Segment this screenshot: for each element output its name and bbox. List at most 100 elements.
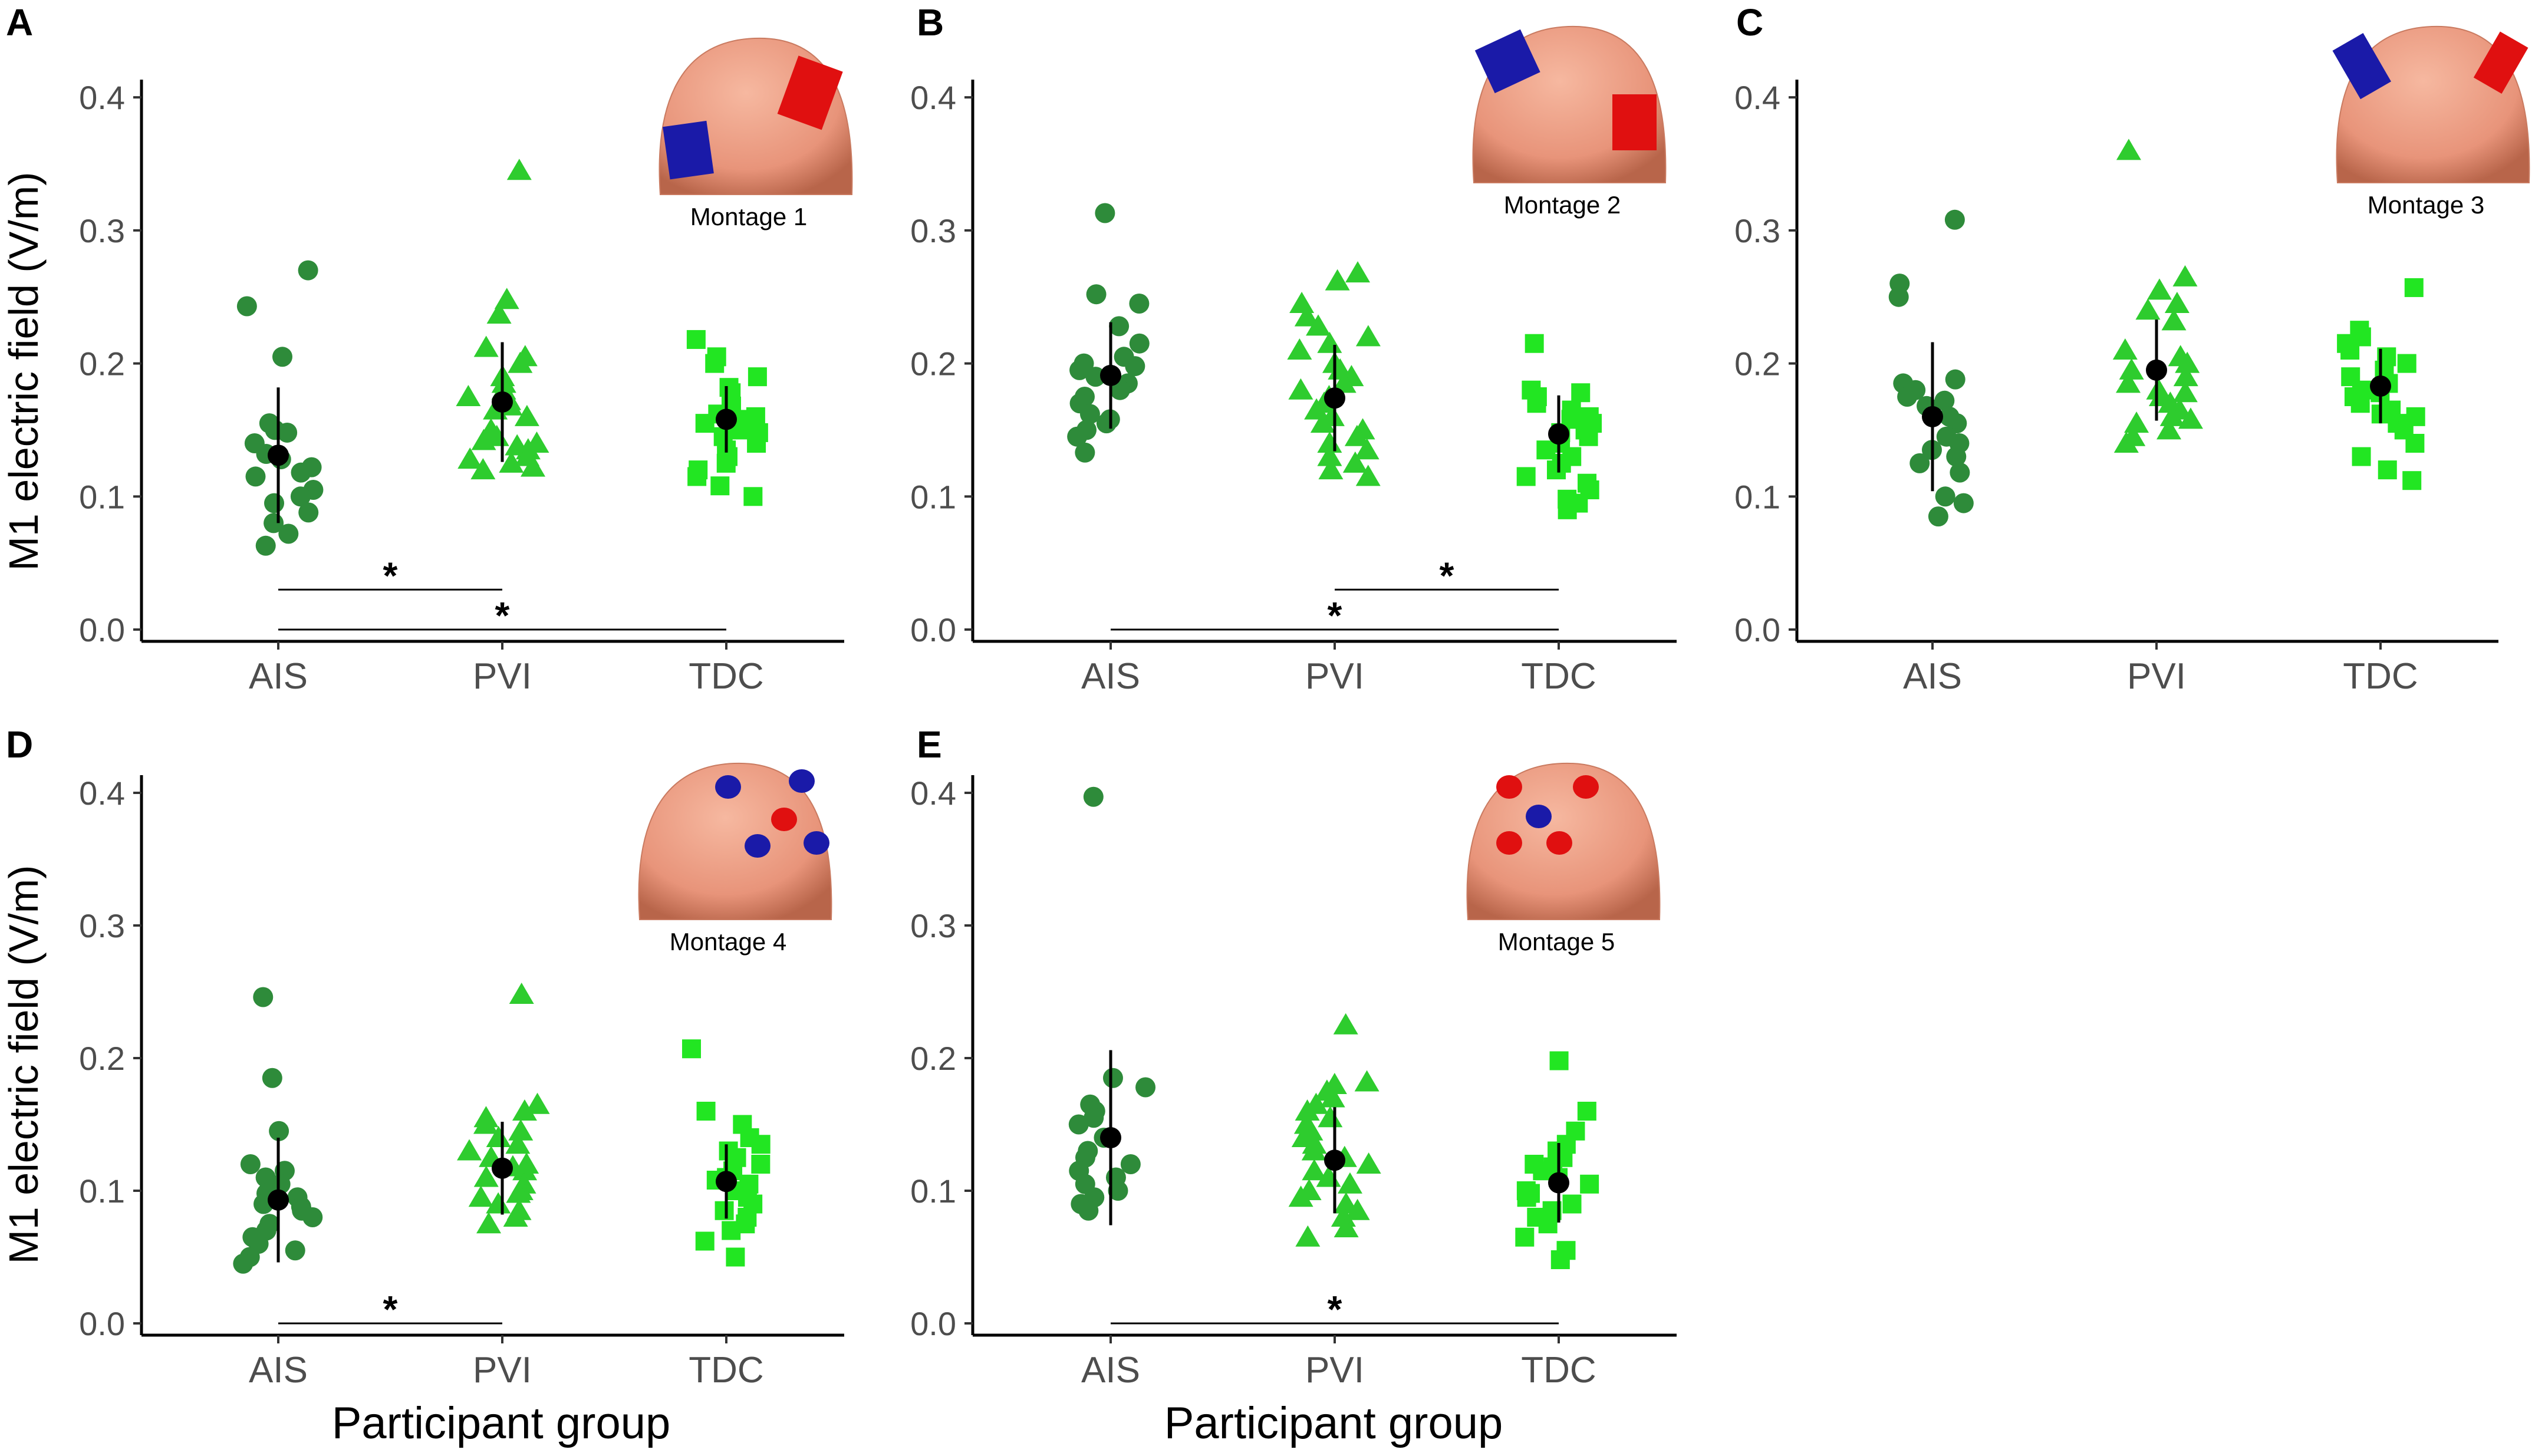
y-tick-label: 0.4 [79,775,125,812]
data-point-tdc [2350,394,2370,413]
data-point-ais [1078,1200,1099,1221]
anode-electrode [1612,94,1657,150]
data-point-tdc [710,476,730,496]
data-point-ais [298,502,319,523]
x-axis-title-right: Participant group [1164,1398,1503,1448]
data-point-tdc [2378,460,2397,480]
y-tick-label: 0.2 [1734,345,1780,383]
data-point-ais [290,486,311,507]
data-point-ais [291,462,311,483]
mean-point-tdc [1548,423,1569,445]
cathode-electrode [663,120,714,180]
data-point-pvi [2115,371,2141,393]
data-point-ais [302,1207,323,1227]
data-point-ais [1953,493,1974,513]
data-point-pvi [1306,314,1331,336]
data-point-pvi [2124,411,2149,433]
data-point-ais [1096,413,1117,434]
data-point-pvi [2173,365,2198,387]
data-point-tdc [1579,427,1598,446]
montage-label: Montage 1 [690,203,807,230]
data-point-pvi [1331,1205,1356,1227]
data-point-tdc [1538,1214,1558,1234]
electrode-dot [1573,775,1599,799]
data-point-pvi [2172,265,2198,286]
data-point-pvi [473,1165,499,1187]
electrode-dot [771,808,797,831]
data-point-tdc [2397,354,2416,373]
data-point-ais [255,535,276,556]
data-point-pvi [2112,338,2138,360]
data-point-pvi [457,447,483,469]
data-point-tdc [2340,341,2360,360]
data-point-tdc [722,1221,741,1240]
data-point-pvi [508,351,533,373]
y-tick-label: 0.2 [910,1040,956,1077]
data-point-ais [262,1068,282,1088]
data-point-tdc [716,453,736,473]
data-point-tdc [1546,460,1566,480]
data-point-pvi [457,1139,482,1161]
data-point-pvi [2159,404,2185,426]
montage-label: Montage 3 [2368,191,2484,219]
y-tick-label: 0.3 [910,907,956,944]
panel-B: B Montage 2 0.0 0.1 0.2 0.3 0.4 AIS PVI TDC * * [910,1,1677,697]
electrode-dot [789,769,815,793]
data-point-ais [1888,286,1909,307]
y-tick-label: 0.2 [79,345,125,383]
x-tick-label: TDC [689,1350,763,1391]
y-tick-label: 0.4 [910,79,956,116]
data-point-pvi [2119,358,2144,380]
head-model-image [638,762,832,920]
significance-star: * [495,594,510,637]
y-tick-label: 0.0 [79,1305,125,1342]
panel-letter: D [6,723,33,766]
significance-star: * [1328,1288,1342,1330]
data-point-pvi [2161,309,2187,331]
data-point-tdc [1549,1051,1569,1070]
data-point-pvi [486,1192,511,1214]
data-point-ais [269,1121,289,1141]
y-tick-label: 0.4 [79,79,125,116]
y-tick-label: 0.4 [1734,79,1780,116]
electrode-dot [1526,805,1552,828]
y-tick-label: 0.1 [910,1172,956,1210]
data-point-pvi [476,1212,502,1234]
x-tick-label: PVI [1305,656,1364,697]
data-point-tdc [1550,1250,1570,1269]
data-point-pvi [2116,139,2141,160]
data-point-ais [1084,1108,1104,1128]
mean-point-tdc [1548,1172,1569,1194]
data-point-pvi [1295,1225,1321,1247]
y-tick-label: 0.1 [79,478,125,515]
panel-E: E Montage 5 0.0 0.1 0.2 0.3 0.4 AIS PVI TDC * [910,723,1677,1391]
data-point-pvi [2178,407,2203,429]
y-tick-label: 0.1 [79,1172,125,1210]
anode-electrode [777,55,843,130]
data-point-pvi [1354,1070,1379,1092]
data-point-pvi [1318,458,1344,480]
mean-point-ais [1100,364,1121,386]
mean-point-ais [268,444,289,466]
data-point-tdc [1580,1174,1599,1194]
data-point-tdc [747,434,766,453]
x-tick-label: PVI [2127,656,2186,697]
data-point-pvi [2164,292,2190,313]
data-point-ais [1079,404,1100,424]
data-point-ais [1069,360,1090,380]
data-point-tdc [1562,1194,1582,1214]
data-point-pvi [2146,278,2172,300]
mean-point-pvi [492,1157,513,1179]
data-point-ais [1085,367,1106,387]
data-point-pvi [1294,305,1319,327]
anode-electrode [2473,31,2528,94]
data-point-ais [278,523,299,544]
data-point-ais [272,347,292,367]
data-point-pvi [1320,1086,1345,1108]
data-point-ais [1120,1154,1141,1174]
mean-point-tdc [716,1171,737,1193]
data-point-tdc [2404,278,2424,297]
data-point-ais [1102,1068,1123,1088]
mean-point-ais [1922,406,1943,427]
panel-letter: E [917,723,942,766]
